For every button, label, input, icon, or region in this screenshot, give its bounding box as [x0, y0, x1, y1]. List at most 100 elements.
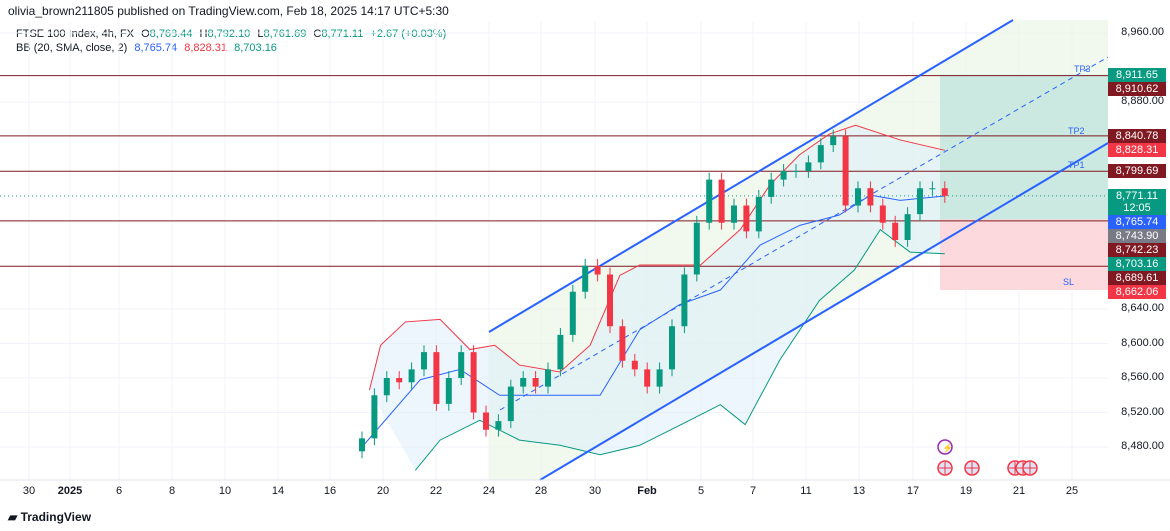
candle	[793, 171, 799, 172]
candle	[867, 188, 874, 206]
change-value: +2.67 (+0.03%)	[370, 28, 447, 40]
candle	[619, 326, 626, 361]
candle	[743, 205, 750, 232]
candle	[594, 265, 601, 275]
candle	[917, 188, 923, 215]
candle	[569, 291, 576, 335]
candle	[433, 352, 440, 404]
candle	[693, 222, 700, 275]
candle	[520, 378, 527, 387]
price-label: 8,703.16	[1108, 256, 1166, 271]
tp2-label: TP2	[1068, 126, 1085, 136]
price-label: 8,799.69	[1108, 164, 1166, 179]
price-label: 8,742.23	[1108, 242, 1166, 257]
candle	[830, 136, 837, 146]
candle	[631, 360, 638, 370]
price-label: 8,689.61	[1108, 270, 1166, 285]
y-tick-label: 8,960.00	[1121, 26, 1164, 38]
candle	[483, 412, 489, 430]
candle	[359, 438, 365, 452]
y-tick-label: 8,880.00	[1121, 95, 1164, 107]
x-tick-label: 22	[429, 485, 443, 497]
candle	[607, 274, 613, 327]
flash-icon	[937, 439, 953, 455]
bb-lower-line	[414, 228, 945, 471]
candle	[545, 369, 551, 387]
candle	[408, 369, 415, 383]
candle	[892, 222, 899, 240]
flash-glyph: ⚡	[942, 442, 953, 454]
candle	[495, 421, 502, 430]
y-tick-label: 8,520.00	[1121, 405, 1164, 418]
candle	[656, 369, 663, 387]
price-label: 8,662.06	[1108, 284, 1166, 299]
bb-lower-value: 8,703.16	[234, 42, 277, 54]
channel-upper	[488, 19, 1014, 333]
close-value: 8,771.11	[321, 28, 364, 40]
channel-mid	[499, 56, 1109, 411]
price-label: 8,911.65	[1108, 67, 1166, 82]
bb-mid-value: 8,765.74	[134, 42, 178, 54]
x-tick-label: 8	[168, 485, 176, 497]
symbol-legend: FTSE 100 Index, 4h, FX O8,768.44 H8,792.…	[16, 28, 447, 40]
bb-upper-line	[368, 124, 945, 391]
legend: FTSE 100 Index, 4h, FX O8,768.44 H8,792.…	[16, 27, 446, 55]
candle	[941, 188, 948, 196]
candle	[470, 352, 477, 413]
bb-upper-value: 8,828.31	[184, 42, 228, 54]
x-tick-label: Feb	[637, 485, 657, 497]
price-label: 8,765.74	[1108, 214, 1166, 229]
tradingview-logo[interactable]: ▰ TradingView	[8, 510, 92, 524]
x-tick-label: 20	[376, 485, 390, 497]
x-tick-label: 19	[959, 485, 973, 497]
x-tick-label: 7	[749, 485, 757, 497]
x-tick-label: 30	[22, 485, 36, 497]
y-tick-label: 8,600.00	[1121, 336, 1164, 349]
y-tick-label: 8,640.00	[1121, 302, 1164, 314]
x-tick-label: 13	[852, 485, 866, 497]
candle	[582, 265, 589, 292]
candle	[421, 352, 427, 370]
x-tick-label: 14	[271, 485, 285, 497]
price-label: 8,840.78	[1108, 128, 1166, 143]
x-tick-label: 21	[1012, 485, 1026, 497]
high-value: 8,792.10	[207, 28, 251, 40]
candle	[879, 205, 886, 223]
symbol-name: FTSE 100 Index, 4h, FX	[16, 28, 135, 40]
candle	[768, 179, 775, 197]
candle	[817, 145, 824, 163]
candle	[557, 334, 564, 370]
x-tick-label: 16	[323, 485, 337, 497]
candle	[731, 205, 737, 223]
x-tick-label: 30	[588, 485, 602, 497]
candle	[507, 386, 514, 422]
x-tick-label: 10	[218, 485, 232, 497]
tp3-label: TP3	[1074, 64, 1091, 74]
stop-zone	[940, 219, 1108, 290]
candle	[904, 214, 911, 240]
x-tick-label: 2025	[57, 485, 83, 497]
y-tick-label: 8,480.00	[1121, 440, 1164, 452]
candle	[842, 136, 849, 206]
bb-fill	[369, 125, 945, 471]
candle	[706, 179, 713, 223]
candle	[755, 196, 762, 232]
y-tick-label: 8,560.00	[1121, 371, 1164, 383]
candle	[805, 162, 812, 171]
candle	[669, 326, 675, 370]
x-tick-label: 24	[482, 485, 496, 497]
low-value: 8,761.69	[263, 28, 307, 40]
candle	[396, 378, 403, 383]
price-label: 8,771.11 12:05	[1108, 188, 1166, 215]
bb-legend: BB (20, SMA, close, 2) 8,765.74 8,828.31…	[16, 41, 446, 55]
x-tick-label: 25	[1065, 485, 1079, 497]
channel-lower	[539, 142, 1109, 481]
candle	[644, 369, 651, 387]
candle	[532, 378, 539, 387]
price-label: 8,743.90	[1108, 228, 1166, 243]
candle	[718, 179, 725, 223]
publisher-header: olivia_brown211805 published on TradingV…	[8, 4, 449, 18]
x-tick-label: 5	[697, 485, 705, 497]
candle	[929, 188, 936, 190]
